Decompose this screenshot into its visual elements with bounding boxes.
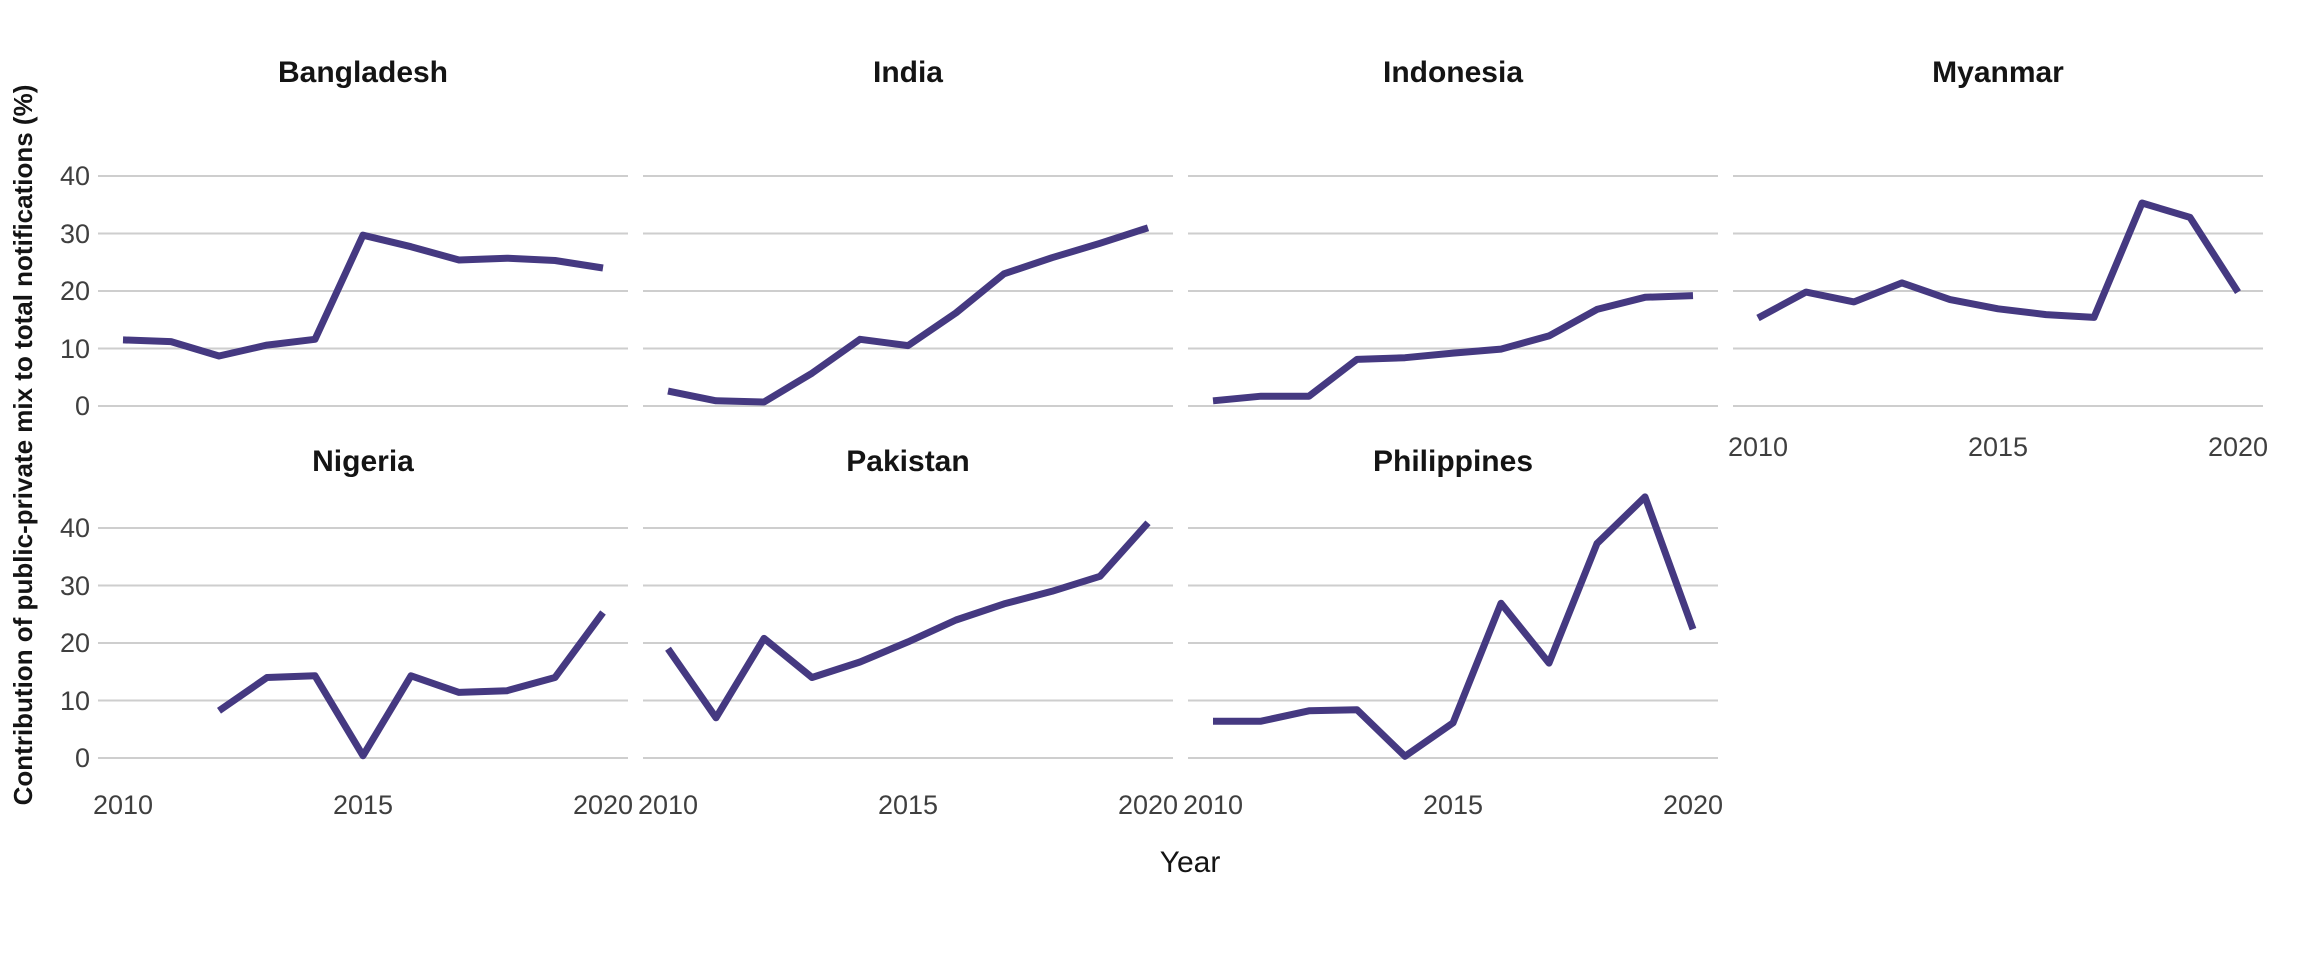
- x-tick-label-pakistan-2010: 2010: [637, 790, 699, 820]
- y-tick-label-row2-0: 0: [74, 743, 90, 773]
- data-line-philippines: [1213, 493, 1697, 760]
- facet-title-nigeria: Nigeria: [312, 445, 414, 478]
- x-tick-label-philippines-2020: 2020: [1662, 790, 1724, 820]
- data-line-nigeria: [217, 610, 606, 760]
- y-tick-label-row1-0: 0: [74, 391, 90, 421]
- data-line-pakistan: [665, 520, 1151, 722]
- x-tick-label-nigeria-2020: 2020: [572, 790, 634, 820]
- plot-area-indonesia: [1188, 175, 1718, 407]
- facet-title-bangladesh: Bangladesh: [277, 56, 449, 89]
- panel-indonesia: [1188, 115, 1718, 420]
- facet-title-philippines: Philippines: [1372, 445, 1534, 478]
- y-tick-label-row1-40: 40: [59, 161, 90, 191]
- y-tick-label-row2-30: 30: [59, 570, 90, 601]
- facet-title-myanmar: Myanmar: [1932, 56, 2064, 89]
- panel-bangladesh: [98, 115, 628, 420]
- plot-area-india: [643, 175, 1173, 407]
- plot-area-pakistan: [643, 520, 1173, 759]
- plot-area-nigeria: [98, 527, 628, 760]
- plot-area-myanmar: [1733, 175, 2263, 407]
- x-tick-label-philippines-2010: 2010: [1182, 790, 1244, 820]
- facet-title-indonesia: Indonesia: [1382, 56, 1524, 89]
- panel-india: [643, 115, 1173, 420]
- data-line-indonesia: [1212, 292, 1694, 405]
- plot-area-philippines: [1188, 493, 1718, 760]
- x-tick-label-myanmar-2015: 2015: [1967, 432, 2029, 462]
- x-tick-label-myanmar-2020: 2020: [2207, 432, 2269, 462]
- data-line-india: [667, 224, 1150, 406]
- facet-title-pakistan: Pakistan: [846, 445, 970, 478]
- y-tick-label-row1-30: 30: [59, 218, 90, 249]
- x-tick-label-myanmar-2010: 2010: [1727, 432, 1789, 462]
- x-tick-label-nigeria-2010: 2010: [92, 790, 154, 820]
- x-axis-title: Year: [1159, 846, 1221, 879]
- panel-nigeria: [98, 470, 628, 772]
- data-line-bangladesh: [122, 231, 604, 360]
- x-tick-label-pakistan-2015: 2015: [877, 790, 939, 820]
- y-tick-label-row2-40: 40: [59, 513, 90, 543]
- y-tick-label-row1-20: 20: [59, 276, 90, 306]
- panel-philippines: [1188, 470, 1718, 772]
- data-line-myanmar: [1756, 199, 2241, 322]
- facet-title-india: India: [872, 56, 943, 89]
- x-tick-label-philippines-2015: 2015: [1422, 790, 1484, 820]
- x-tick-label-nigeria-2015: 2015: [332, 790, 394, 820]
- plot-area-bangladesh: [98, 175, 628, 407]
- panel-pakistan: [643, 470, 1173, 772]
- y-tick-label-row1-10: 10: [59, 333, 90, 364]
- panel-myanmar: [1733, 115, 2263, 420]
- x-tick-label-pakistan-2020: 2020: [1117, 790, 1179, 820]
- y-tick-label-row2-20: 20: [59, 628, 90, 658]
- y-tick-label-row2-10: 10: [59, 685, 90, 716]
